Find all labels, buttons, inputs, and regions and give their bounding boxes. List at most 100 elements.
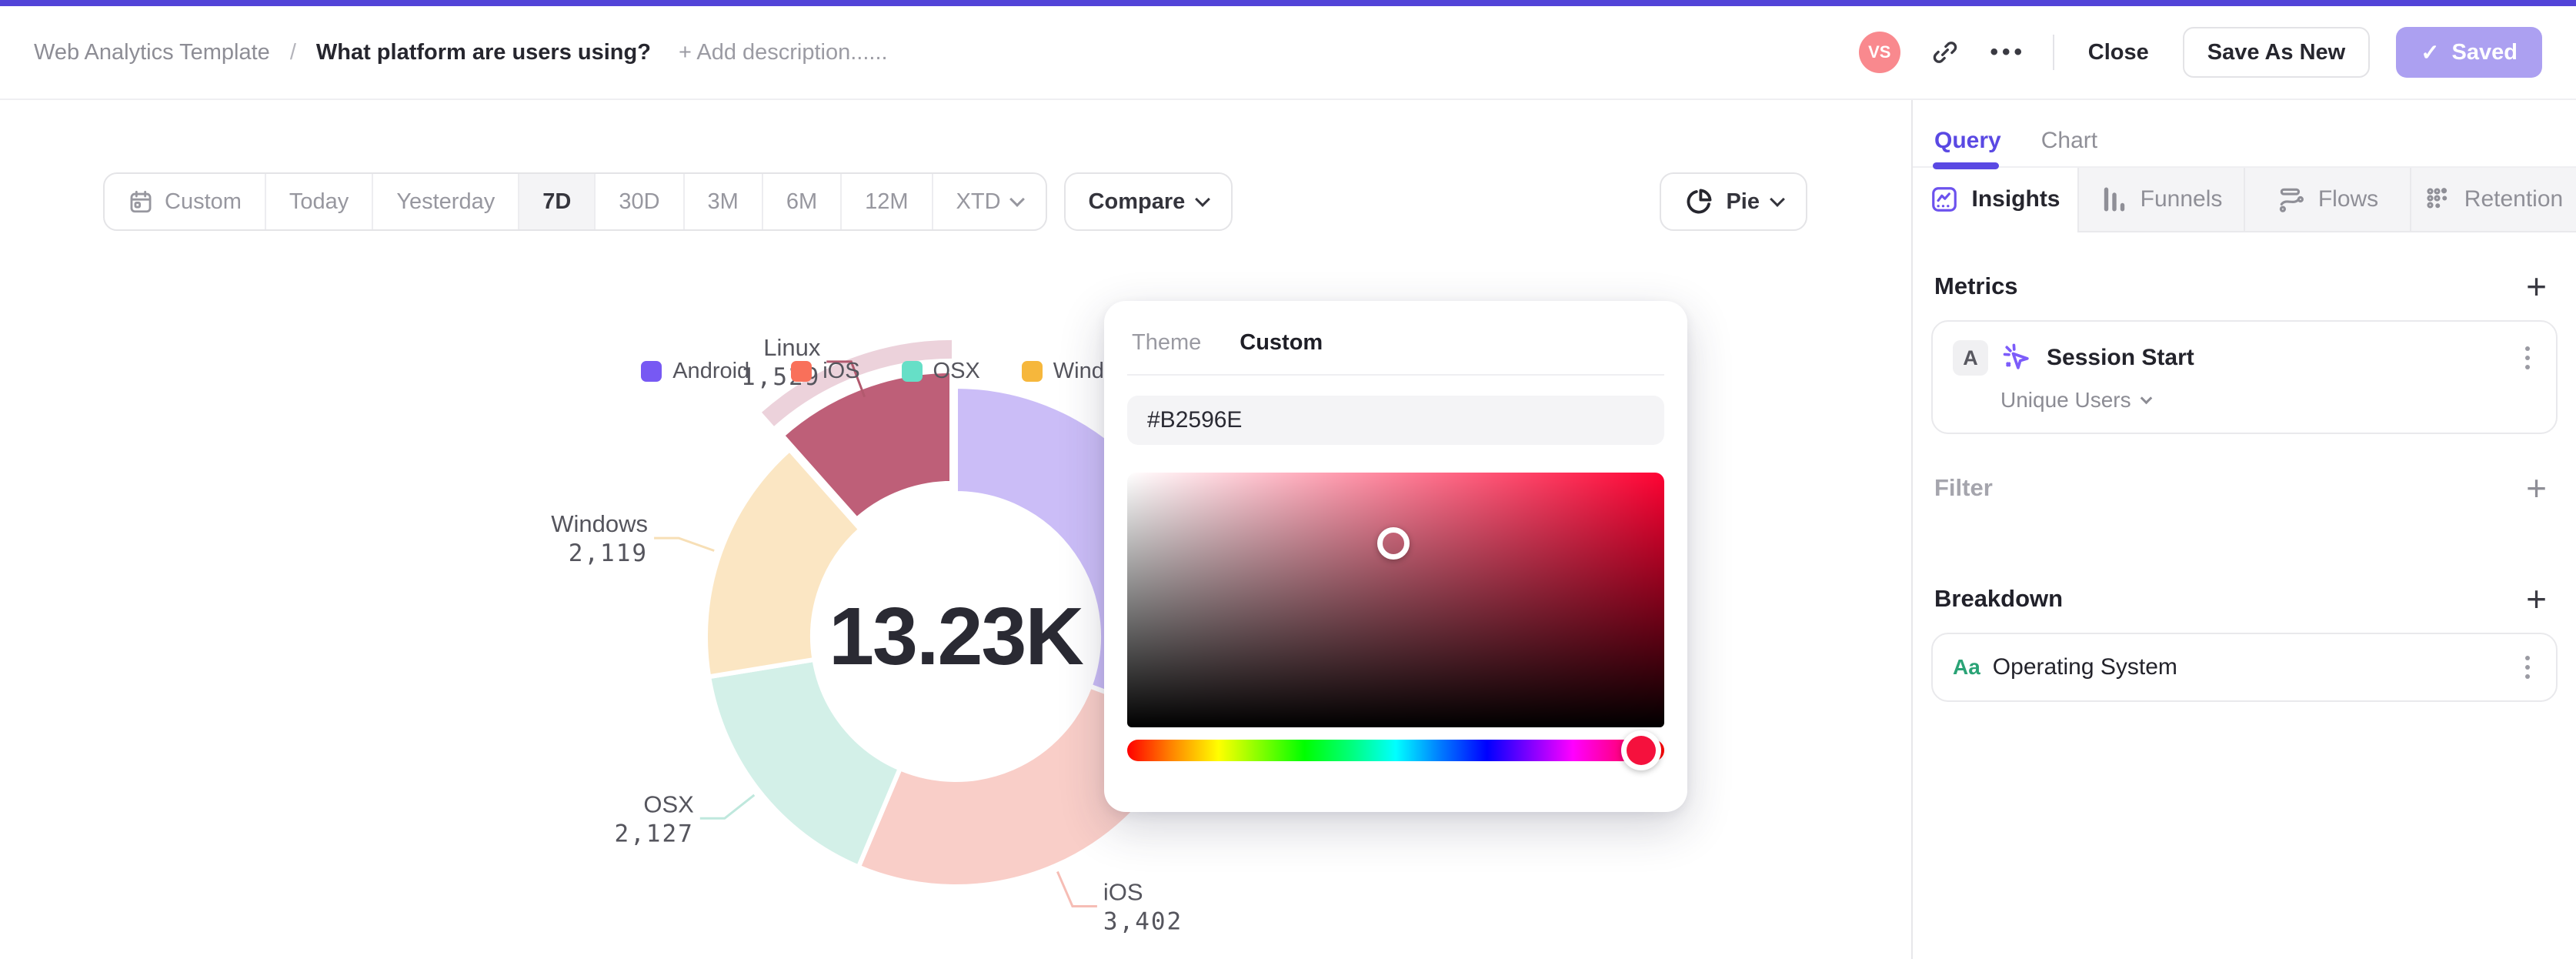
legend-item-ios[interactable]: iOS [776,351,875,392]
breakdown-name[interactable]: Operating System [1992,654,2177,680]
check-icon: ✓ [2421,40,2440,65]
donut-center-total: 13.23K [829,591,1083,682]
sidebar-tabs: Query Chart [1913,100,2576,169]
breadcrumb: Web Analytics Template / What platform a… [34,40,888,65]
hex-color-input[interactable] [1127,396,1664,445]
legend-swatch [901,361,923,382]
range-label: XTD [956,189,1001,214]
slice-label: Windows [551,510,648,537]
compare-button[interactable]: Compare [1063,172,1233,231]
string-property-icon: Aa [1953,655,1980,679]
donut-slice-linux[interactable] [779,368,954,522]
save-as-new-button[interactable]: Save As New [2182,27,2371,78]
mode-label: Insights [1971,186,2060,212]
kebab-menu-icon[interactable] [2519,343,2536,373]
color-cursor[interactable] [1377,527,1410,560]
more-menu-button[interactable]: ••• [1990,34,2027,71]
chart-type-label: Pie [1726,189,1760,214]
slice-value: 2,127 [614,820,693,847]
chart-toolbar: Custom Today Yesterday 7D 30D 3M 6M 12M XTD Comp… [103,172,1807,231]
add-breakdown-button[interactable]: + [2526,579,2547,619]
metric-name[interactable]: Session Start [2047,345,2194,370]
slice-value: 2,119 [569,540,648,567]
metrics-section-header: Metrics + [1934,266,2547,306]
tab-query[interactable]: Query [1934,128,2001,153]
header-actions: VS ••• Close Save As New ✓ Saved [1858,27,2542,78]
legend-item-osx[interactable]: OSX [886,351,996,392]
range-label: Today [289,189,349,214]
date-range-30d[interactable]: 30D [594,174,682,229]
mode-tab-flows[interactable]: Flows [2244,168,2410,232]
hue-slider[interactable] [1127,730,1664,770]
range-label: 7D [542,189,572,214]
breadcrumb-separator: / [289,39,296,65]
breadcrumb-root[interactable]: Web Analytics Template [34,39,270,65]
label-leader-line [699,794,756,820]
range-label: 30D [619,189,660,214]
add-filter-button[interactable]: + [2526,468,2547,508]
filter-heading: Filter [1934,474,1993,501]
query-sidebar: Query Chart Insights Funnels Flows Retention… [1911,100,2576,959]
mode-tab-insights[interactable]: Insights [1913,168,2077,232]
tab-chart[interactable]: Chart [2040,128,2098,153]
compare-label: Compare [1088,189,1186,214]
legend-label: OSX [933,359,980,383]
add-metric-button[interactable]: + [2526,266,2547,306]
date-range-yesterday[interactable]: Yesterday [372,174,518,229]
chart-type-select[interactable]: Pie [1660,172,1807,231]
saved-label: Saved [2451,39,2518,65]
page-title[interactable]: What platform are users using? [315,39,651,65]
mode-tab-retention[interactable]: Retention [2410,168,2576,232]
chevron-down-icon [1770,191,1785,207]
saturation-gradient[interactable] [1127,473,1664,727]
breakdown-card[interactable]: Aa Operating System [1931,633,2558,702]
hue-thumb-color [1626,736,1656,765]
aggregation-select[interactable]: Unique Users [2000,388,2536,413]
header-divider [2052,35,2054,70]
date-range-6m[interactable]: 6M [761,174,840,229]
picker-tab-theme[interactable]: Theme [1132,330,1202,355]
label-leader-line [654,536,715,552]
avatar[interactable]: VS [1858,32,1900,73]
date-range-7d[interactable]: 7D [518,174,595,229]
slice-value: 3,402 [1103,908,1183,936]
range-label: 6M [786,189,818,214]
color-picker-popover: Theme Custom [1104,301,1687,812]
date-range-xtd[interactable]: XTD [931,174,1046,229]
close-button[interactable]: Close [2087,39,2149,65]
range-label: 3M [707,189,739,214]
aggregation-label: Unique Users [2000,388,2131,412]
legend-label: Android [672,359,750,383]
chevron-down-icon [2140,392,2152,405]
chevron-down-icon [1009,191,1025,207]
add-description-link[interactable]: + Add description...... [678,39,888,65]
flows-icon [2277,185,2306,214]
kebab-menu-icon[interactable] [2519,653,2536,682]
event-click-icon [2000,341,2034,375]
donut-slice-windows[interactable] [703,447,863,680]
hue-slider-thumb[interactable] [1620,730,1661,770]
range-label: Custom [165,189,242,214]
donut-slice-osx[interactable] [706,657,903,870]
range-label: 12M [865,189,909,214]
filter-section-header: Filter + [1934,468,2547,508]
slice-label: iOS [1103,879,1143,906]
date-range-today[interactable]: Today [264,174,372,229]
retention-icon [2424,185,2452,213]
saved-button[interactable]: ✓ Saved [2396,27,2542,78]
active-tab-underline [1933,162,1999,169]
legend-label: iOS [823,359,860,383]
legend-swatch [641,361,662,382]
date-range-12m[interactable]: 12M [840,174,931,229]
metric-card[interactable]: A Session Start Unique Users [1931,320,2558,434]
share-link-button[interactable] [1927,34,1964,71]
picker-tab-custom[interactable]: Custom [1240,330,1323,355]
mode-label: Flows [2317,186,2379,212]
mode-tab-funnels[interactable]: Funnels [2077,168,2244,232]
ellipsis-icon: ••• [1990,39,2027,65]
legend-item-android[interactable]: Android [626,351,765,392]
date-range-3m[interactable]: 3M [682,174,762,229]
legend-swatch [1021,361,1043,382]
link-icon [1930,37,1960,68]
date-range-custom[interactable]: Custom [105,174,265,229]
